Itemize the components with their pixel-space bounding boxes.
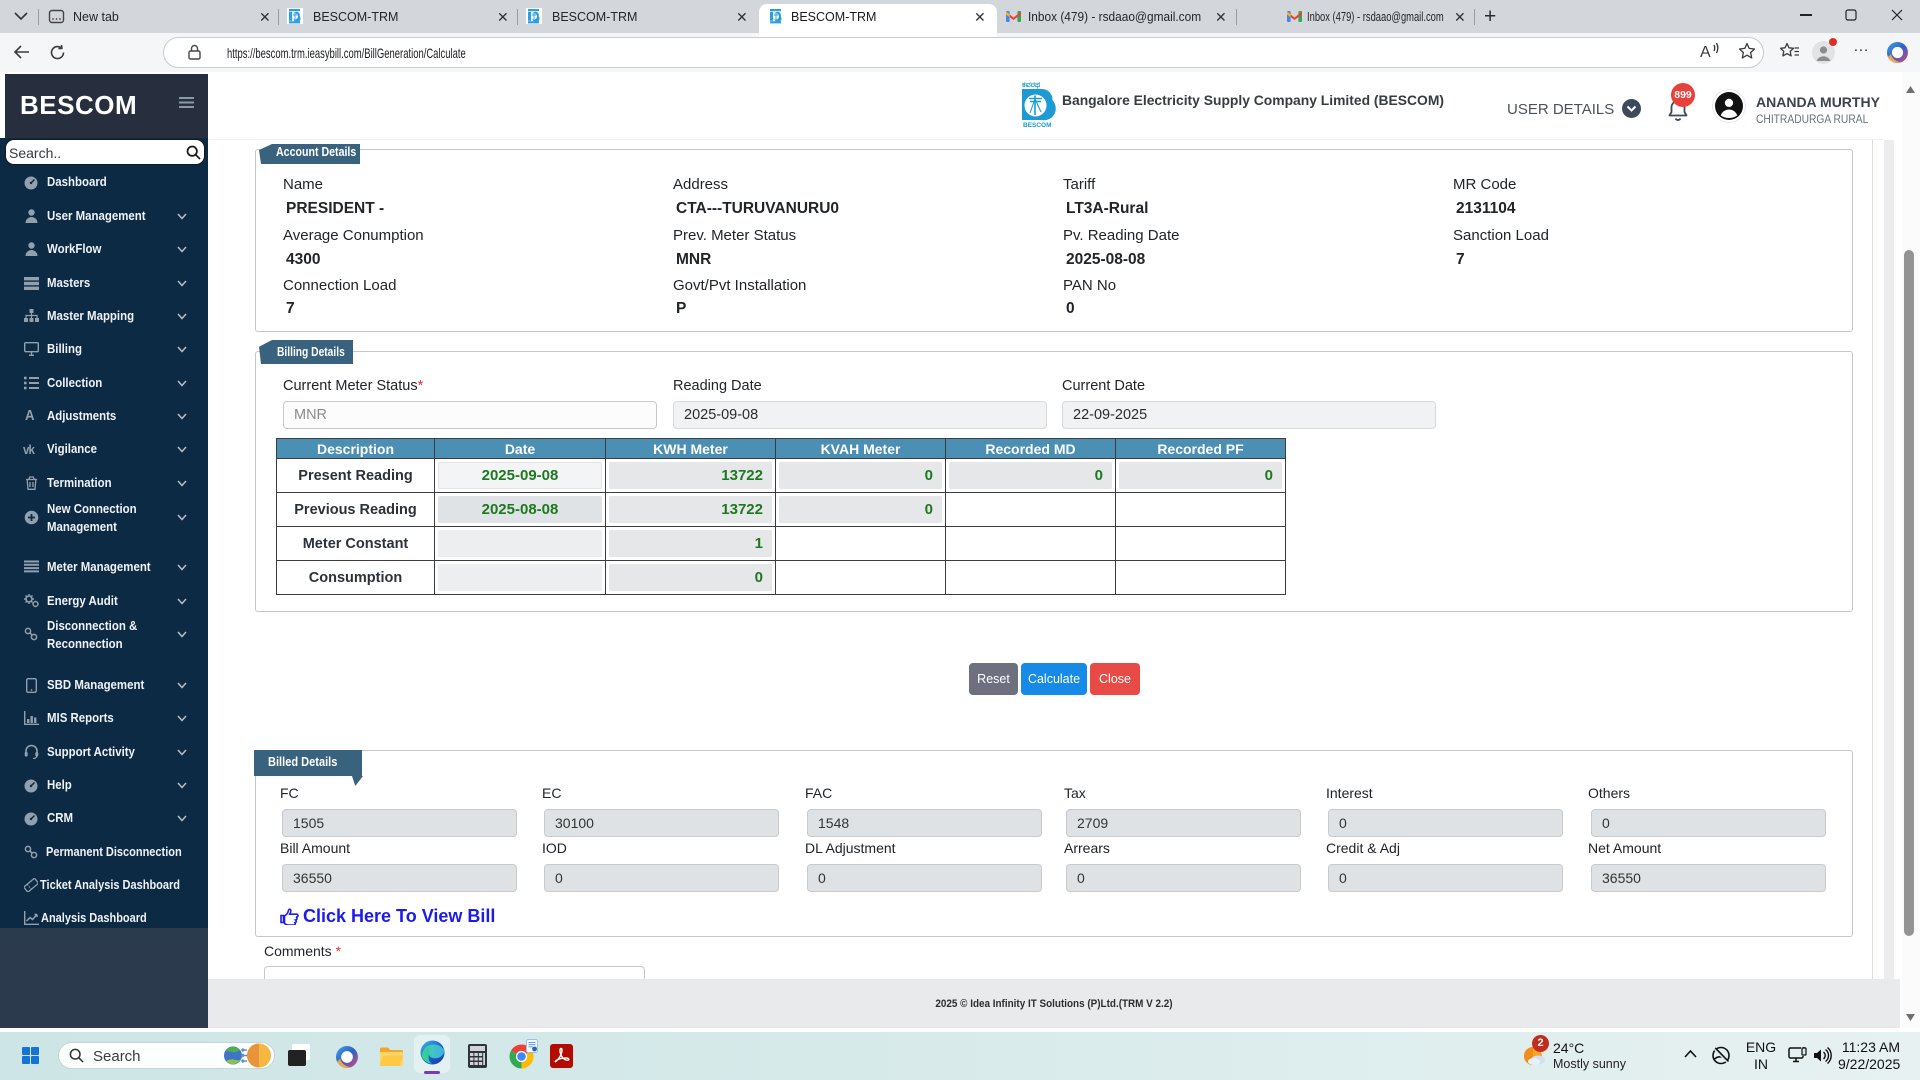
svg-text:ಕವರಥ: ಕವರಥ [1022, 80, 1040, 89]
svg-text:BESCOM: BESCOM [1023, 122, 1052, 127]
svg-text:A: A [1700, 44, 1711, 59]
